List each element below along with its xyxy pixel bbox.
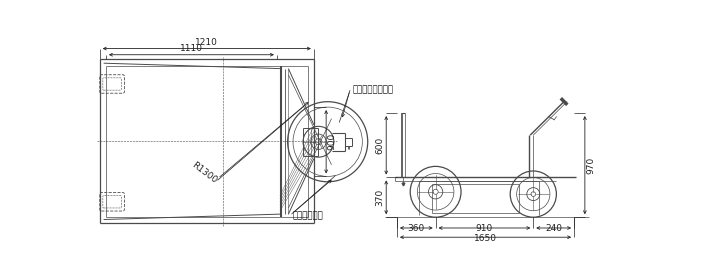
Text: 910: 910 (476, 224, 493, 233)
Text: キースイッチ: キースイッチ (293, 211, 324, 220)
Text: 1650: 1650 (474, 234, 497, 243)
Text: 970: 970 (586, 157, 596, 174)
Text: 360: 360 (408, 224, 425, 233)
Text: 電源遷断スイッチ: 電源遷断スイッチ (352, 86, 393, 95)
Text: 1110: 1110 (180, 44, 203, 53)
Text: 1210: 1210 (195, 38, 218, 47)
Text: 600: 600 (375, 137, 384, 154)
Text: 370: 370 (375, 189, 384, 206)
Text: 900: 900 (328, 133, 337, 150)
Text: R1300: R1300 (190, 160, 219, 185)
Text: 240: 240 (545, 224, 562, 233)
